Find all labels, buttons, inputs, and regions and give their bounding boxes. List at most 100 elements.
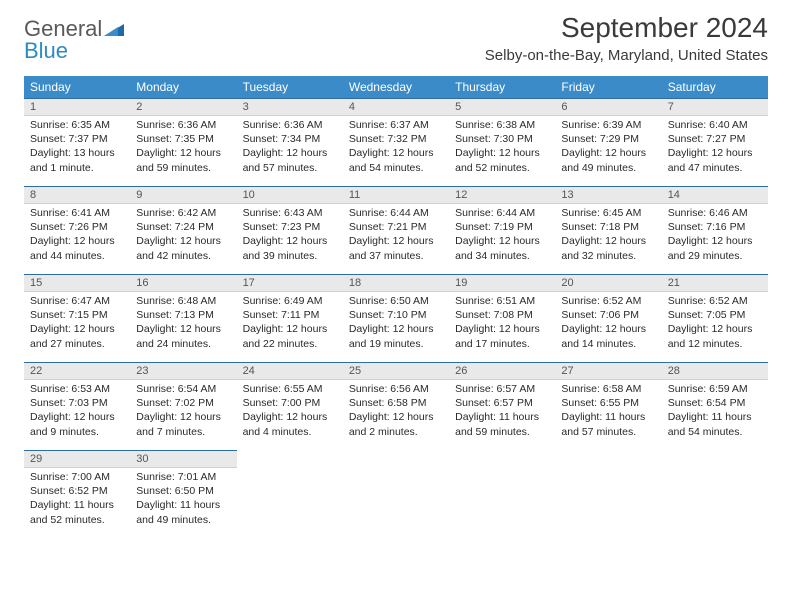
day-number: 29 [24,450,130,468]
day-details: Sunrise: 6:36 AMSunset: 7:35 PMDaylight:… [130,116,236,179]
sunset-text: Sunset: 7:23 PM [243,220,337,234]
sunset-text: Sunset: 7:18 PM [561,220,655,234]
sunset-text: Sunset: 7:02 PM [136,396,230,410]
day-number: 11 [343,186,449,204]
day-details: Sunrise: 6:44 AMSunset: 7:21 PMDaylight:… [343,204,449,267]
weekday-header: Friday [555,76,661,98]
calendar-cell: 2Sunrise: 6:36 AMSunset: 7:35 PMDaylight… [130,98,236,186]
day-details: Sunrise: 6:35 AMSunset: 7:37 PMDaylight:… [24,116,130,179]
calendar-cell: 11Sunrise: 6:44 AMSunset: 7:21 PMDayligh… [343,186,449,274]
logo: General Blue [24,12,124,62]
day-details: Sunrise: 7:00 AMSunset: 6:52 PMDaylight:… [24,468,130,531]
day-number: 7 [662,98,768,116]
daylight-text: Daylight: 11 hours and 59 minutes. [455,410,549,438]
sunset-text: Sunset: 6:54 PM [668,396,762,410]
daylight-text: Daylight: 12 hours and 14 minutes. [561,322,655,350]
calendar-cell [449,450,555,538]
sunrise-text: Sunrise: 6:54 AM [136,382,230,396]
daylight-text: Daylight: 11 hours and 52 minutes. [30,498,124,526]
day-number: 10 [237,186,343,204]
sunset-text: Sunset: 7:10 PM [349,308,443,322]
daylight-text: Daylight: 12 hours and 52 minutes. [455,146,549,174]
sunset-text: Sunset: 7:15 PM [30,308,124,322]
day-details: Sunrise: 6:46 AMSunset: 7:16 PMDaylight:… [662,204,768,267]
sunrise-text: Sunrise: 6:44 AM [455,206,549,220]
day-details: Sunrise: 6:43 AMSunset: 7:23 PMDaylight:… [237,204,343,267]
calendar-cell: 28Sunrise: 6:59 AMSunset: 6:54 PMDayligh… [662,362,768,450]
calendar-row: 29Sunrise: 7:00 AMSunset: 6:52 PMDayligh… [24,450,768,538]
calendar-cell: 1Sunrise: 6:35 AMSunset: 7:37 PMDaylight… [24,98,130,186]
day-number: 1 [24,98,130,116]
sunrise-text: Sunrise: 6:57 AM [455,382,549,396]
month-title: September 2024 [485,12,768,44]
calendar-cell [343,450,449,538]
calendar-cell: 19Sunrise: 6:51 AMSunset: 7:08 PMDayligh… [449,274,555,362]
day-number: 13 [555,186,661,204]
sunrise-text: Sunrise: 6:39 AM [561,118,655,132]
day-details: Sunrise: 6:58 AMSunset: 6:55 PMDaylight:… [555,380,661,443]
sunrise-text: Sunrise: 6:49 AM [243,294,337,308]
day-details: Sunrise: 6:53 AMSunset: 7:03 PMDaylight:… [24,380,130,443]
day-number: 8 [24,186,130,204]
sunrise-text: Sunrise: 6:36 AM [136,118,230,132]
calendar-cell: 3Sunrise: 6:36 AMSunset: 7:34 PMDaylight… [237,98,343,186]
sunrise-text: Sunrise: 6:52 AM [561,294,655,308]
sunset-text: Sunset: 6:52 PM [30,484,124,498]
daylight-text: Daylight: 12 hours and 17 minutes. [455,322,549,350]
sunset-text: Sunset: 7:08 PM [455,308,549,322]
sunset-text: Sunset: 7:24 PM [136,220,230,234]
daylight-text: Daylight: 13 hours and 1 minute. [30,146,124,174]
day-number: 4 [343,98,449,116]
sunset-text: Sunset: 7:30 PM [455,132,549,146]
calendar-row: 1Sunrise: 6:35 AMSunset: 7:37 PMDaylight… [24,98,768,186]
calendar-cell: 10Sunrise: 6:43 AMSunset: 7:23 PMDayligh… [237,186,343,274]
sunrise-text: Sunrise: 6:50 AM [349,294,443,308]
calendar-cell: 14Sunrise: 6:46 AMSunset: 7:16 PMDayligh… [662,186,768,274]
sunset-text: Sunset: 7:16 PM [668,220,762,234]
day-number: 14 [662,186,768,204]
calendar-cell: 8Sunrise: 6:41 AMSunset: 7:26 PMDaylight… [24,186,130,274]
day-number: 19 [449,274,555,292]
header: General Blue September 2024 Selby-on-the… [24,12,768,64]
weekday-header: Saturday [662,76,768,98]
day-number: 23 [130,362,236,380]
calendar-cell [237,450,343,538]
sunset-text: Sunset: 7:32 PM [349,132,443,146]
weekday-header-row: Sunday Monday Tuesday Wednesday Thursday… [24,76,768,98]
day-number: 27 [555,362,661,380]
daylight-text: Daylight: 12 hours and 54 minutes. [349,146,443,174]
sunset-text: Sunset: 7:13 PM [136,308,230,322]
day-details: Sunrise: 6:41 AMSunset: 7:26 PMDaylight:… [24,204,130,267]
sunset-text: Sunset: 7:00 PM [243,396,337,410]
sunrise-text: Sunrise: 6:41 AM [30,206,124,220]
sunrise-text: Sunrise: 6:59 AM [668,382,762,396]
daylight-text: Daylight: 12 hours and 19 minutes. [349,322,443,350]
calendar-cell: 20Sunrise: 6:52 AMSunset: 7:06 PMDayligh… [555,274,661,362]
day-details: Sunrise: 6:40 AMSunset: 7:27 PMDaylight:… [662,116,768,179]
day-number: 16 [130,274,236,292]
calendar-cell: 17Sunrise: 6:49 AMSunset: 7:11 PMDayligh… [237,274,343,362]
daylight-text: Daylight: 12 hours and 39 minutes. [243,234,337,262]
calendar-cell: 6Sunrise: 6:39 AMSunset: 7:29 PMDaylight… [555,98,661,186]
calendar-cell: 12Sunrise: 6:44 AMSunset: 7:19 PMDayligh… [449,186,555,274]
sunset-text: Sunset: 7:29 PM [561,132,655,146]
day-details: Sunrise: 6:50 AMSunset: 7:10 PMDaylight:… [343,292,449,355]
day-number: 25 [343,362,449,380]
calendar-cell: 30Sunrise: 7:01 AMSunset: 6:50 PMDayligh… [130,450,236,538]
sunset-text: Sunset: 7:03 PM [30,396,124,410]
sunrise-text: Sunrise: 6:56 AM [349,382,443,396]
logo-triangle-icon [104,27,124,39]
day-details: Sunrise: 6:37 AMSunset: 7:32 PMDaylight:… [343,116,449,179]
daylight-text: Daylight: 12 hours and 37 minutes. [349,234,443,262]
day-details: Sunrise: 6:39 AMSunset: 7:29 PMDaylight:… [555,116,661,179]
calendar-row: 22Sunrise: 6:53 AMSunset: 7:03 PMDayligh… [24,362,768,450]
daylight-text: Daylight: 12 hours and 12 minutes. [668,322,762,350]
day-details: Sunrise: 6:56 AMSunset: 6:58 PMDaylight:… [343,380,449,443]
daylight-text: Daylight: 12 hours and 2 minutes. [349,410,443,438]
calendar-cell: 13Sunrise: 6:45 AMSunset: 7:18 PMDayligh… [555,186,661,274]
daylight-text: Daylight: 12 hours and 27 minutes. [30,322,124,350]
day-details: Sunrise: 6:49 AMSunset: 7:11 PMDaylight:… [237,292,343,355]
day-number: 22 [24,362,130,380]
location-text: Selby-on-the-Bay, Maryland, United State… [485,47,768,64]
sunrise-text: Sunrise: 6:35 AM [30,118,124,132]
